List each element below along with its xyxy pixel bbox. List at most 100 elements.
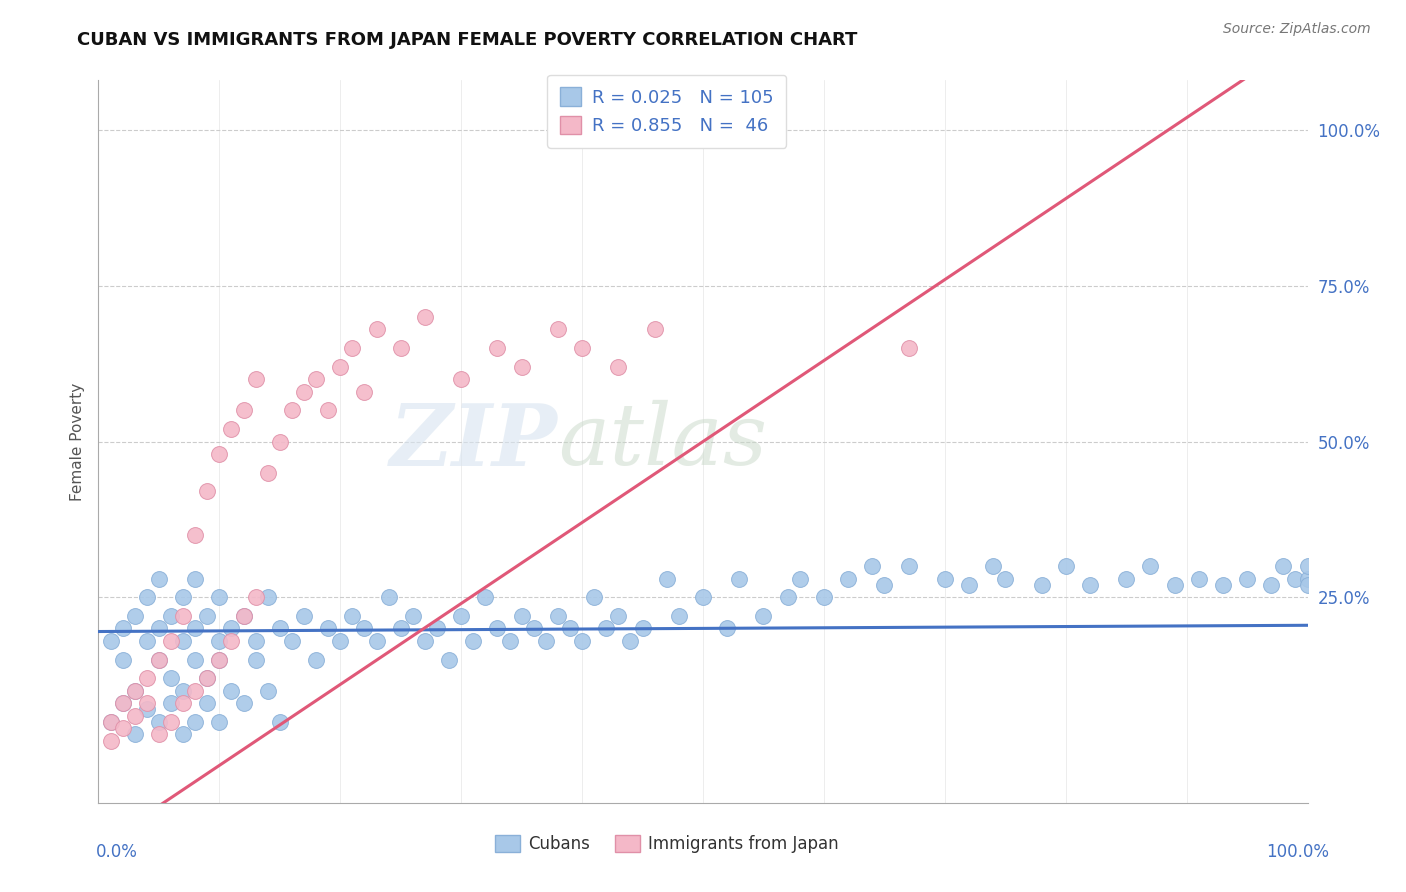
Point xyxy=(607,359,630,374)
Point xyxy=(716,621,738,635)
Point xyxy=(619,633,641,648)
Point xyxy=(994,572,1017,586)
Point xyxy=(523,621,546,635)
Point xyxy=(160,633,183,648)
Point xyxy=(776,591,799,605)
Point xyxy=(124,683,146,698)
Point xyxy=(873,578,896,592)
Point xyxy=(534,633,557,648)
Point xyxy=(547,322,569,336)
Point xyxy=(172,696,194,710)
Point xyxy=(486,341,509,355)
Point xyxy=(269,434,291,449)
Point xyxy=(860,559,883,574)
Point xyxy=(402,609,425,624)
Point xyxy=(148,714,170,729)
Point xyxy=(558,621,581,635)
Point xyxy=(644,322,666,336)
Point xyxy=(111,621,134,635)
Point xyxy=(111,696,134,710)
Point xyxy=(100,633,122,648)
Point xyxy=(195,696,218,710)
Text: 0.0%: 0.0% xyxy=(96,843,138,861)
Point xyxy=(329,359,352,374)
Y-axis label: Female Poverty: Female Poverty xyxy=(69,383,84,500)
Point xyxy=(498,633,520,648)
Point xyxy=(172,683,194,698)
Point xyxy=(208,447,231,461)
Point xyxy=(1260,578,1282,592)
Point xyxy=(232,403,254,417)
Point xyxy=(160,696,183,710)
Point xyxy=(981,559,1004,574)
Point xyxy=(1296,578,1319,592)
Point xyxy=(184,714,207,729)
Point xyxy=(232,609,254,624)
Point xyxy=(111,721,134,735)
Point xyxy=(752,609,775,624)
Point xyxy=(692,591,714,605)
Point xyxy=(208,633,231,648)
Point xyxy=(1236,572,1258,586)
Point xyxy=(148,572,170,586)
Point xyxy=(256,683,278,698)
Point xyxy=(172,633,194,648)
Point xyxy=(571,633,593,648)
Point xyxy=(366,633,388,648)
Point xyxy=(486,621,509,635)
Point xyxy=(897,341,920,355)
Point xyxy=(389,621,412,635)
Point xyxy=(510,609,533,624)
Point xyxy=(221,633,243,648)
Point xyxy=(100,733,122,747)
Text: atlas: atlas xyxy=(558,401,768,483)
Point xyxy=(111,652,134,666)
Point xyxy=(281,633,304,648)
Point xyxy=(195,484,218,499)
Point xyxy=(1054,559,1077,574)
Point xyxy=(1212,578,1234,592)
Point xyxy=(1115,572,1137,586)
Point xyxy=(135,696,157,710)
Point xyxy=(292,609,315,624)
Point xyxy=(135,591,157,605)
Point xyxy=(160,714,183,729)
Point xyxy=(897,559,920,574)
Point xyxy=(172,591,194,605)
Point xyxy=(148,652,170,666)
Point xyxy=(353,621,375,635)
Point xyxy=(160,609,183,624)
Point xyxy=(245,591,267,605)
Point xyxy=(583,591,606,605)
Point xyxy=(208,714,231,729)
Point xyxy=(100,714,122,729)
Point xyxy=(837,572,859,586)
Point xyxy=(148,652,170,666)
Text: Source: ZipAtlas.com: Source: ZipAtlas.com xyxy=(1223,22,1371,37)
Point xyxy=(256,466,278,480)
Point xyxy=(437,652,460,666)
Point xyxy=(124,727,146,741)
Point xyxy=(789,572,811,586)
Point xyxy=(571,341,593,355)
Point xyxy=(292,384,315,399)
Point xyxy=(100,714,122,729)
Point xyxy=(1284,572,1306,586)
Point xyxy=(316,403,339,417)
Point xyxy=(172,609,194,624)
Point xyxy=(934,572,956,586)
Point xyxy=(389,341,412,355)
Point xyxy=(655,572,678,586)
Point xyxy=(172,727,194,741)
Point xyxy=(232,609,254,624)
Point xyxy=(342,609,364,624)
Point xyxy=(342,341,364,355)
Point xyxy=(305,372,328,386)
Point xyxy=(232,696,254,710)
Point xyxy=(184,683,207,698)
Point xyxy=(305,652,328,666)
Point xyxy=(208,652,231,666)
Point xyxy=(957,578,980,592)
Point xyxy=(1031,578,1053,592)
Point xyxy=(184,652,207,666)
